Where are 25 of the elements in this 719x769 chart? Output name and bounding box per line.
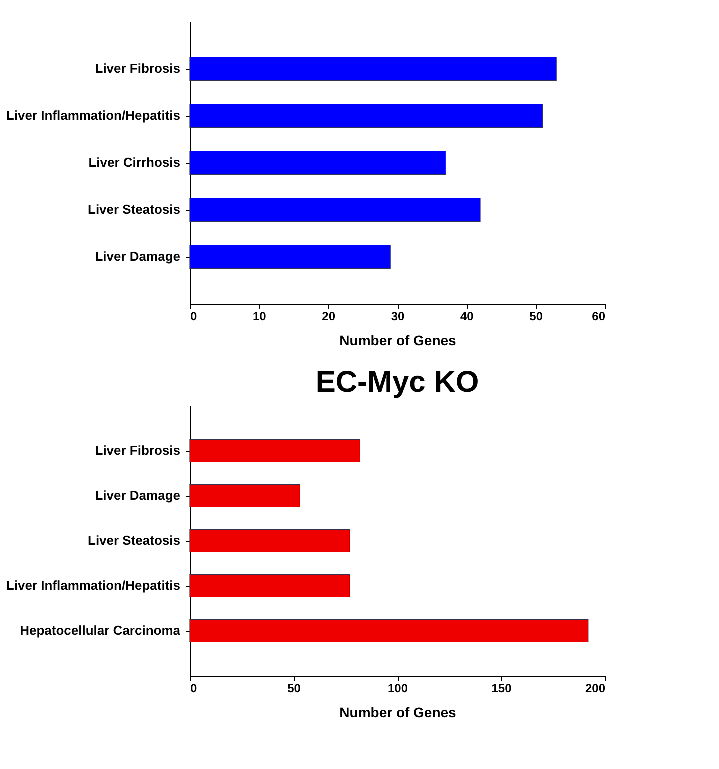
y-tick-label: Liver Steatosis <box>88 533 180 548</box>
x-axis-title: Number of Genes <box>340 704 457 720</box>
y-tick-label: Liver Cirrhosis <box>88 155 180 170</box>
x-tick-label: 50 <box>530 310 544 324</box>
y-tick-label: Liver Inflammation/Hepatitis <box>6 108 180 123</box>
y-tick-label: Liver Fibrosis <box>95 61 180 76</box>
x-axis-title: Number of Genes <box>340 332 457 348</box>
x-tick-label: 0 <box>190 310 198 324</box>
x-tick-label: 0 <box>190 682 198 696</box>
chart-title: EC-Myc KO <box>316 366 480 399</box>
y-tick-label: Liver Damage <box>95 488 180 503</box>
x-tick-label: 150 <box>492 682 512 696</box>
x-tick-label: 40 <box>460 310 474 324</box>
x-tick-label: 10 <box>252 310 267 324</box>
y-tick-label: Liver Damage <box>95 249 180 264</box>
y-tick-label: Liver Steatosis <box>88 202 180 217</box>
x-tick-label: 20 <box>322 310 336 324</box>
x-tick-label: 200 <box>585 682 606 696</box>
y-tick-label: Liver Fibrosis <box>95 443 180 458</box>
x-tick-label: 50 <box>288 682 302 696</box>
y-tick-label: Liver Inflammation/Hepatitis <box>6 578 180 593</box>
y-tick-label: Hepatocellular Carcinoma <box>20 623 182 638</box>
x-tick-label: 100 <box>388 682 408 696</box>
x-tick-label: 60 <box>592 310 606 324</box>
x-tick-label: 30 <box>391 310 405 324</box>
